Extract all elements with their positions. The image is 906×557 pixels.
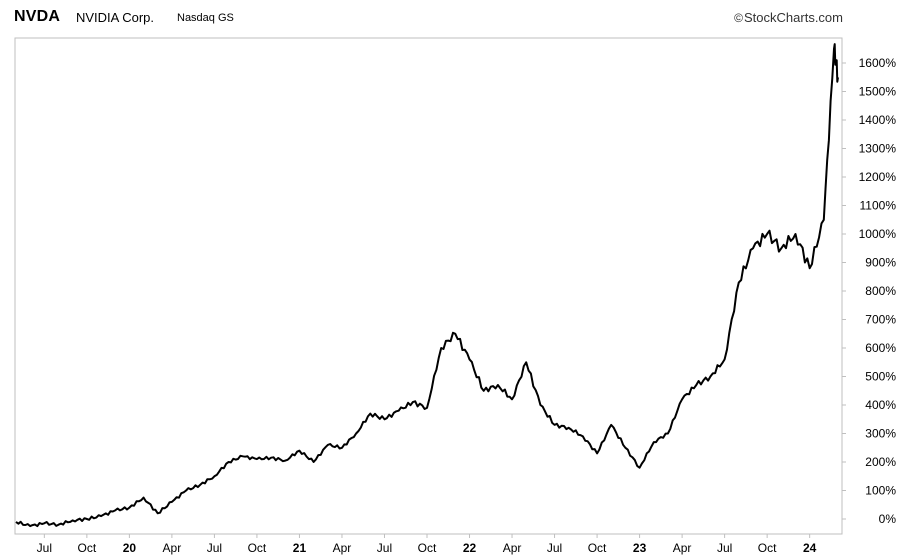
ticker-symbol: NVDA xyxy=(14,8,61,25)
x-tick-label: Apr xyxy=(503,541,522,555)
y-tick-label: 800% xyxy=(865,284,896,298)
y-tick-label: 700% xyxy=(865,313,896,327)
x-tick-label: Jul xyxy=(207,541,222,555)
y-tick-label: 500% xyxy=(865,370,896,384)
y-tick-label: 1400% xyxy=(859,113,897,127)
x-tick-label-year: 23 xyxy=(633,541,647,555)
source-credit[interactable]: ©StockCharts.com xyxy=(734,10,843,25)
y-tick-label: 1600% xyxy=(859,56,897,70)
y-tick-label: 0% xyxy=(879,512,897,526)
y-tick-label: 900% xyxy=(865,256,896,270)
exchange-name: Nasdaq GS xyxy=(177,12,234,24)
y-tick-label: 1100% xyxy=(860,199,897,213)
company-name: NVIDIA Corp. xyxy=(76,10,155,25)
y-tick-label: 1500% xyxy=(859,85,897,99)
x-tick-label: Oct xyxy=(588,541,607,555)
x-tick-label-year: 20 xyxy=(123,541,137,555)
x-tick-label: Apr xyxy=(333,541,352,555)
y-tick-label: 100% xyxy=(865,484,896,498)
x-tick-label: Apr xyxy=(673,541,692,555)
price-line xyxy=(15,43,839,528)
y-axis: 0% 100% 200% 300% 400% 500% 600% 700% 800% 900% 10… xyxy=(842,56,896,526)
y-tick-label: 600% xyxy=(865,341,896,355)
source-label: StockCharts.com xyxy=(744,10,843,25)
copyright-icon: © xyxy=(734,11,744,25)
x-axis: Jul Oct 20 Apr Jul Oct 21 Apr Jul Oct 22 Apr Jul Oct 2… xyxy=(37,534,817,555)
x-tick-label: Oct xyxy=(418,541,437,555)
x-tick-label: Apr xyxy=(163,541,182,555)
y-tick-label: 200% xyxy=(865,455,896,469)
plot-frame xyxy=(14,37,843,535)
x-tick-label: Oct xyxy=(758,541,777,555)
x-tick-label-year: 24 xyxy=(803,541,817,555)
chart-header: NVDA NVIDIA Corp. Nasdaq GS ©StockCharts… xyxy=(0,0,906,36)
y-tick-label: 300% xyxy=(865,427,896,441)
x-tick-label: Jul xyxy=(377,541,392,555)
y-tick-label: 1300% xyxy=(859,142,897,156)
x-tick-label: Jul xyxy=(37,541,52,555)
x-tick-label-year: 22 xyxy=(463,541,477,555)
x-tick-label-year: 21 xyxy=(293,541,307,555)
x-tick-label: Jul xyxy=(547,541,562,555)
y-tick-label: 400% xyxy=(865,398,896,412)
x-tick-label: Jul xyxy=(717,541,732,555)
y-tick-label: 1000% xyxy=(859,227,897,241)
x-tick-label: Oct xyxy=(248,541,267,555)
y-tick-label: 1200% xyxy=(859,170,897,184)
x-tick-label: Oct xyxy=(78,541,97,555)
